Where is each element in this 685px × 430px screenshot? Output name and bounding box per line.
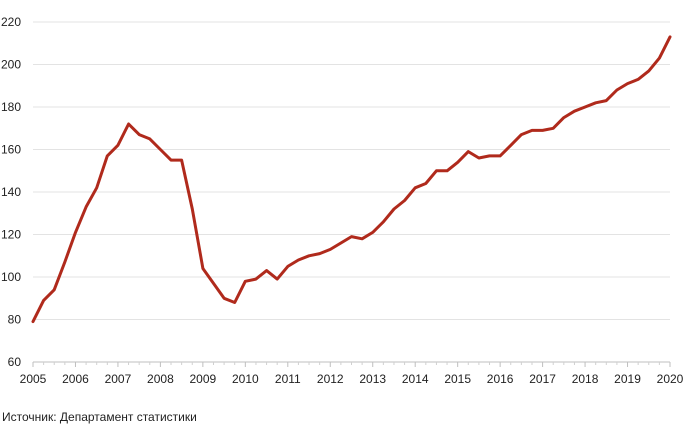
x-tick-label: 2010 [232, 372, 259, 386]
x-tick-label: 2011 [275, 372, 301, 386]
x-tick-label: 2016 [487, 372, 514, 386]
series-line [31, 35, 672, 324]
x-tick-label: 2007 [105, 372, 132, 386]
x-tick-label: 2018 [572, 372, 599, 386]
x-tick-label: 2020 [657, 372, 684, 386]
x-tick-label: 2009 [190, 372, 217, 386]
x-tick-label: 2006 [62, 372, 89, 386]
y-tick-label: 100 [1, 270, 21, 284]
y-axis-ticks: 60 80 100 120 140 160 180 200 220 [1, 15, 21, 369]
y-tick-label: 60 [8, 355, 22, 369]
y-tick-label: 120 [1, 228, 21, 242]
x-tick-label: 2013 [359, 372, 386, 386]
y-tick-label: 220 [1, 15, 21, 29]
x-tick-label: 2012 [317, 372, 344, 386]
y-tick-label: 160 [1, 143, 21, 157]
y-tick-label: 80 [8, 313, 22, 327]
x-tick-label: 2008 [147, 372, 174, 386]
x-tick-label: 2014 [402, 372, 429, 386]
y-tick-label: 140 [1, 185, 21, 199]
gridlines [33, 21, 670, 363]
x-tick-label: 2015 [444, 372, 471, 386]
x-tick-label: 2005 [20, 372, 47, 386]
y-tick-label: 180 [1, 100, 21, 114]
x-tick-label: 2019 [614, 372, 641, 386]
x-axis-ticks: 2005 2006 2007 2008 2009 2010 2011 2012 2013 2014… [20, 362, 684, 386]
source-note: Источник: Департамент статистики [2, 410, 197, 424]
y-tick-label: 200 [1, 58, 21, 72]
x-tick-label: 2017 [529, 372, 556, 386]
